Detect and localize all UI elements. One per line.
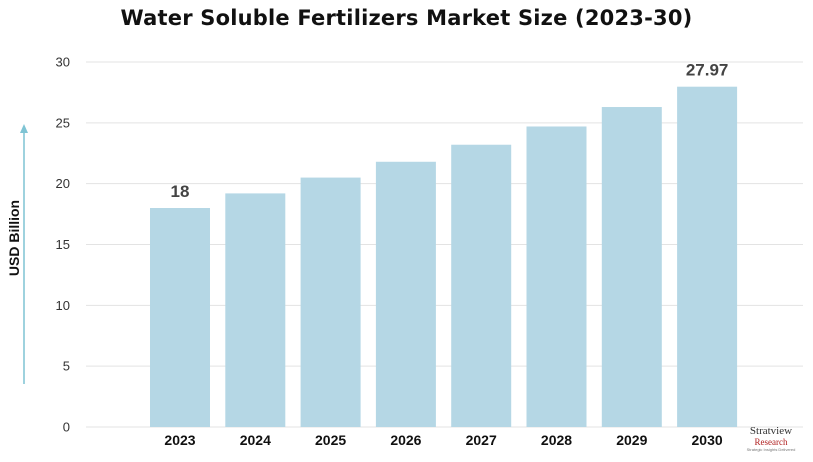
x-category-label: 2027: [466, 432, 497, 448]
data-label-2030: 27.97: [686, 61, 729, 80]
y-axis-label: USD Billion: [6, 200, 22, 276]
logo-tagline: Strategic Insights Delivered: [746, 447, 796, 452]
x-category-label: 2025: [315, 432, 346, 448]
logo-sub: Research: [754, 437, 788, 447]
bar-2029: [601, 107, 662, 428]
x-category-label: 2029: [616, 432, 647, 448]
bar-2028: [526, 126, 587, 427]
y-tick-label: 10: [56, 298, 70, 313]
y-tick-label: 5: [63, 359, 70, 374]
stratview-logo: Stratview Research Strategic Insights De…: [738, 426, 804, 460]
bar-2027: [451, 144, 512, 427]
y-tick-label: 15: [56, 237, 70, 252]
x-category-label: 2028: [541, 432, 572, 448]
bar-2030: [677, 86, 738, 427]
logo-brand: Stratview: [749, 425, 793, 437]
bar-2025: [300, 177, 361, 427]
y-axis-arrow-head: [20, 124, 28, 133]
x-category-label: 2026: [390, 432, 421, 448]
chart-title: Water Soluble Fertilizers Market Size (2…: [120, 6, 693, 30]
bar-2023: [150, 208, 210, 427]
x-category-label: 2030: [692, 432, 723, 448]
bar-2024: [225, 193, 286, 427]
y-tick-label: 0: [63, 420, 70, 435]
y-tick-label: 30: [56, 55, 70, 70]
y-axis-ticks: 0 5 10 15 20 25 30: [56, 55, 70, 435]
x-axis-categories: 2023 2024 2025 2026 2027 2028 2029 2030: [164, 432, 722, 448]
x-category-label: 2023: [164, 432, 195, 448]
y-tick-label: 20: [56, 176, 70, 191]
y-tick-label: 25: [56, 115, 70, 130]
data-label-2023: 18: [171, 182, 190, 201]
data-labels: 18 27.97: [171, 61, 729, 201]
bars: [150, 86, 738, 428]
x-category-label: 2024: [240, 432, 271, 448]
bar-2026: [375, 161, 436, 427]
